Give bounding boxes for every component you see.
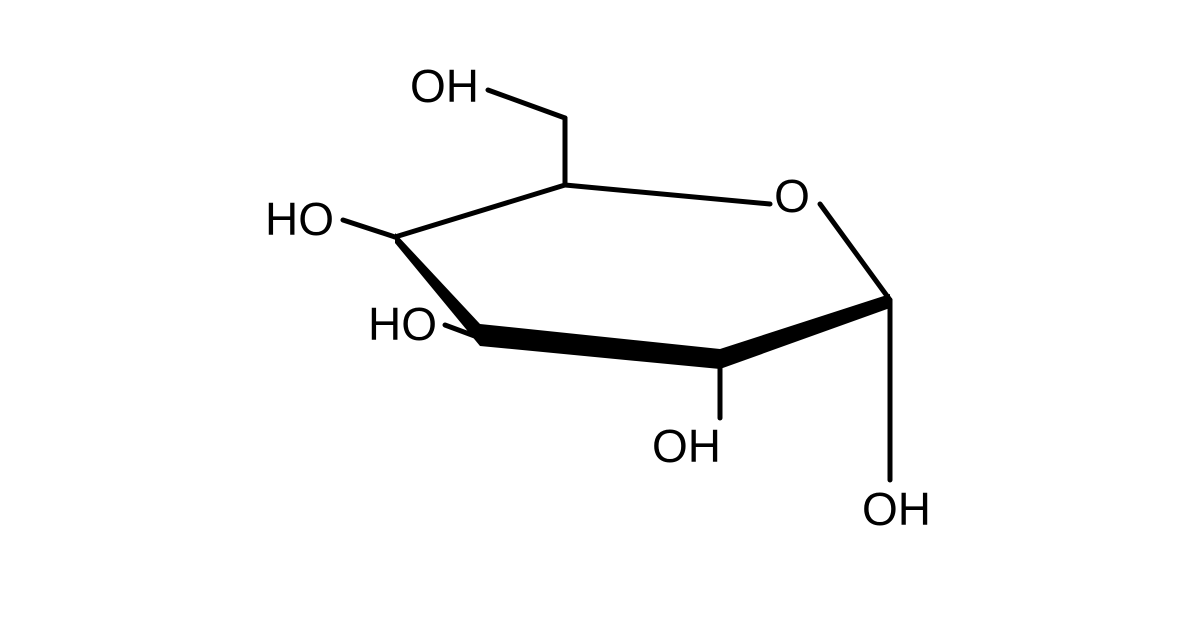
ring-oxygen-label: O <box>774 170 810 222</box>
bond-OH-C6 <box>488 90 565 118</box>
label-OH-C4: HO <box>265 193 334 245</box>
ring-wedge-0 <box>720 294 890 369</box>
ring-wedge-1 <box>480 324 720 369</box>
bond-OH-C4 <box>343 220 395 237</box>
ring-bond-C5-O5 <box>565 185 770 204</box>
glucose-chair-diagram: OH OH HO HO OH O <box>0 0 1194 626</box>
label-OH-C1-anomeric: OH <box>862 483 931 535</box>
ring-bond-C4-C5 <box>395 185 565 237</box>
ring-bond-O5-C1 <box>820 204 890 300</box>
label-OH-C6: OH <box>410 60 479 112</box>
label-OH-C2: OH <box>652 420 721 472</box>
label-OH-C3: HO <box>368 298 437 350</box>
